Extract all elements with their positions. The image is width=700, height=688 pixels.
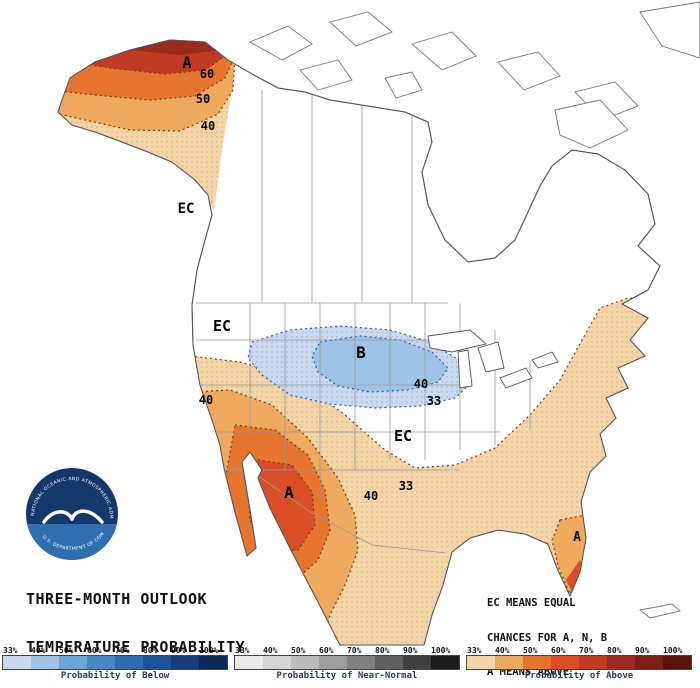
tick: 40% bbox=[495, 646, 510, 655]
swatch bbox=[235, 656, 263, 669]
colorbar-below-cells bbox=[2, 655, 228, 670]
colorbar-near-normal: 33% 40% 50% 60% 70% 80% 90% 100% Probabi… bbox=[234, 646, 460, 681]
tick: 50% bbox=[523, 646, 538, 655]
swatch bbox=[607, 656, 635, 669]
swatch bbox=[59, 656, 87, 669]
region-below-40 bbox=[311, 335, 449, 393]
swatch bbox=[403, 656, 431, 669]
arctic-islands bbox=[248, 1, 700, 619]
tick: 70% bbox=[347, 646, 362, 655]
swatch bbox=[31, 656, 59, 669]
title-line-1: THREE-MONTH OUTLOOK bbox=[26, 590, 208, 608]
swatch bbox=[375, 656, 403, 669]
tick: 33% bbox=[3, 646, 18, 655]
tick: 80% bbox=[607, 646, 622, 655]
legend-line-2: CHANCES FOR A, N, B bbox=[487, 631, 608, 644]
label-alaska-a: A bbox=[182, 53, 192, 72]
great-lakes bbox=[427, 329, 559, 389]
swatch bbox=[551, 656, 579, 669]
tick: 70% bbox=[115, 646, 130, 655]
coastline bbox=[57, 39, 661, 646]
label-below-b: B bbox=[356, 343, 366, 362]
swatch bbox=[579, 656, 607, 669]
tick: 60% bbox=[319, 646, 334, 655]
tick: 80% bbox=[375, 646, 390, 655]
swatch bbox=[143, 656, 171, 669]
label-alaska-60: 60 bbox=[200, 67, 214, 81]
swatch bbox=[495, 656, 523, 669]
noaa-logo: NATIONAL OCEANIC AND ATMOSPHERIC ADMINIS… bbox=[21, 462, 120, 562]
swatch bbox=[291, 656, 319, 669]
label-sw-40-west: 40 bbox=[199, 393, 213, 407]
colorbar-below-ticks: 33% 40% 50% 60% 70% 80% 90% 100% bbox=[3, 646, 227, 656]
label-sw-a: A bbox=[284, 483, 294, 502]
label-ec-panhandle: EC bbox=[178, 201, 195, 217]
swatch bbox=[263, 656, 291, 669]
colorbar-near-normal-cells bbox=[234, 655, 460, 670]
colorbar-below: 33% 40% 50% 60% 70% 80% 90% 100% Probabi… bbox=[2, 646, 228, 681]
swatch bbox=[431, 656, 459, 669]
swatch bbox=[171, 656, 199, 669]
north-america-map: A 60 50 40 EC EC B 40 33 EC 40 A 33 40 A bbox=[57, 1, 700, 646]
region-above-alaska-top bbox=[100, 40, 240, 55]
tick: 70% bbox=[579, 646, 594, 655]
swatch bbox=[115, 656, 143, 669]
tick: 60% bbox=[87, 646, 102, 655]
label-ec-west: EC bbox=[213, 317, 231, 335]
tick: 90% bbox=[635, 646, 650, 655]
tick: 40% bbox=[31, 646, 46, 655]
tick: 90% bbox=[171, 646, 186, 655]
swatch bbox=[199, 656, 227, 669]
swatch bbox=[87, 656, 115, 669]
legend-line-3: A MEANS ABOVE bbox=[487, 666, 570, 678]
tick: 50% bbox=[59, 646, 74, 655]
label-florida-a: A bbox=[573, 530, 581, 545]
swatch bbox=[347, 656, 375, 669]
swatch bbox=[635, 656, 663, 669]
swatch bbox=[467, 656, 495, 669]
tick: 100% bbox=[663, 646, 683, 655]
seagull-icon bbox=[42, 509, 104, 524]
label-sw-33: 33 bbox=[399, 479, 413, 493]
swatch bbox=[663, 656, 691, 669]
colorbar-above-cells bbox=[466, 655, 692, 670]
colorbar-near-normal-caption: Probability of Near-Normal bbox=[276, 671, 418, 681]
tick: 50% bbox=[291, 646, 306, 655]
swatch bbox=[319, 656, 347, 669]
tick: 100% bbox=[199, 646, 219, 655]
title-line-2: TEMPERATURE PROBABILITY bbox=[26, 638, 246, 656]
label-alaska-50: 50 bbox=[196, 92, 210, 106]
tick: 33% bbox=[467, 646, 482, 655]
tick: 90% bbox=[403, 646, 418, 655]
label-alaska-40: 40 bbox=[201, 119, 215, 133]
tick: 40% bbox=[263, 646, 278, 655]
label-below-40: 40 bbox=[414, 377, 428, 391]
colorbar-above: 33% 40% 50% 60% 70% 80% 90% 100% Probabi… bbox=[466, 646, 692, 681]
legend-key: EC MEANS EQUAL CHANCES FOR A, N, B A MEA… bbox=[487, 575, 607, 688]
swatch bbox=[523, 656, 551, 669]
swatch bbox=[3, 656, 31, 669]
legend-line-1: EC MEANS EQUAL bbox=[487, 597, 576, 609]
tick: 60% bbox=[551, 646, 566, 655]
colorbar-above-caption: Probability of Above bbox=[524, 671, 634, 681]
label-ec-central: EC bbox=[394, 427, 412, 445]
colorbar-below-caption: Probability of Below bbox=[60, 671, 170, 681]
colorbar-near-normal-ticks: 33% 40% 50% 60% 70% 80% 90% 100% bbox=[235, 646, 459, 656]
colorbar-above-ticks: 33% 40% 50% 60% 70% 80% 90% 100% bbox=[467, 646, 691, 656]
tick: 33% bbox=[235, 646, 250, 655]
tick: 80% bbox=[143, 646, 158, 655]
label-below-33: 33 bbox=[427, 394, 441, 408]
colorbar-strip: 33% 40% 50% 60% 70% 80% 90% 100% Probabi… bbox=[2, 646, 700, 681]
tick: 100% bbox=[431, 646, 451, 655]
label-sw-40-texas: 40 bbox=[364, 489, 378, 503]
